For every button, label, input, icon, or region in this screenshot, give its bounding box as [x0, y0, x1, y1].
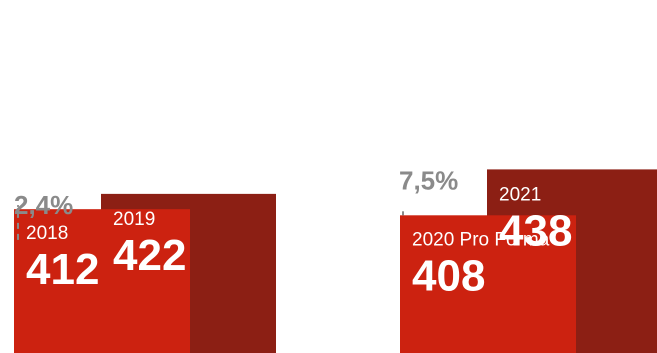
- bar-label-2018: 2018: [26, 223, 68, 244]
- bar-value-2019: 422: [113, 231, 186, 280]
- bar-value-2018: 412: [26, 245, 99, 294]
- bar-2018: [14, 209, 190, 353]
- bar-label-2020-pro-forma: 2020 Pro Forma: [412, 229, 550, 250]
- change-label: 2,4%: [14, 190, 73, 220]
- bar-group-1: 2,4% 2019 422 2018 412: [14, 190, 276, 353]
- bar-value-2021: 438: [499, 206, 572, 255]
- change-label: 7,5%: [399, 165, 458, 195]
- bar-label-2021: 2021: [499, 184, 541, 205]
- bar-value-2020-pro-forma: 408: [412, 251, 485, 300]
- bar-2020-pro-forma: [400, 215, 576, 353]
- bar-group-2: 7,5% 2021 438 2020 Pro Forma 408: [399, 165, 657, 353]
- bar-label-2019: 2019: [113, 209, 155, 230]
